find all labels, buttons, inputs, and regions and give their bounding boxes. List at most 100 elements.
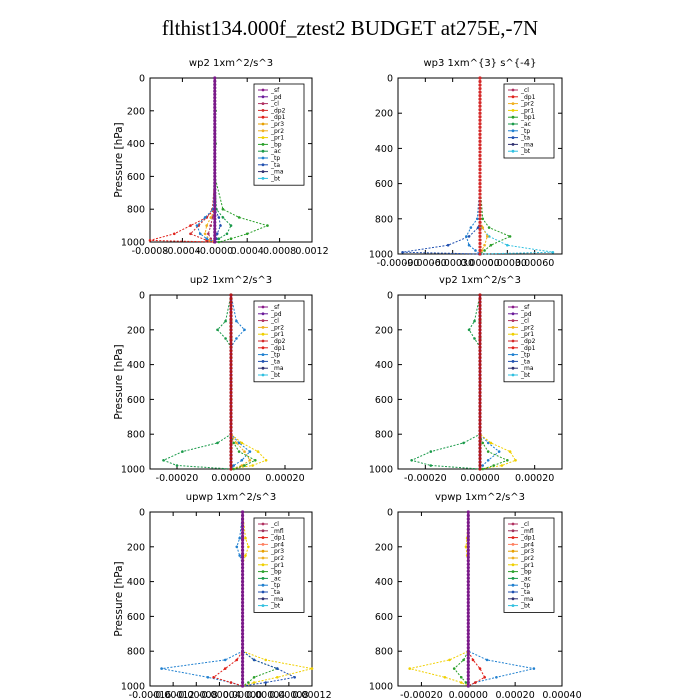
- legend-marker: [511, 339, 515, 343]
- series-point-ac: [216, 328, 219, 332]
- series-point-tp: [198, 232, 202, 236]
- center-marker: [478, 182, 482, 186]
- center-marker: [213, 125, 217, 129]
- legend-marker: [511, 373, 515, 377]
- center-marker: [478, 213, 482, 217]
- series-point-bp: [481, 467, 485, 471]
- legend-entry: _dp1: [270, 114, 286, 121]
- center-marker: [229, 293, 233, 297]
- legend-entry: _pr1: [520, 331, 534, 338]
- legend-marker: [511, 556, 515, 560]
- center-marker: [213, 155, 217, 159]
- legend-entry: _tp: [270, 582, 280, 589]
- center-marker: [240, 614, 245, 619]
- series-point-bp: [237, 450, 241, 453]
- center-marker: [478, 418, 482, 422]
- center-marker: [478, 248, 482, 253]
- center-marker: [213, 122, 217, 126]
- legend-entry: _pr3: [270, 121, 284, 128]
- series-point-tp: [238, 554, 241, 557]
- legend-marker: [511, 143, 515, 146]
- legend-marker: [511, 319, 515, 322]
- center-marker: [466, 649, 470, 653]
- series-point-ta: [217, 216, 221, 219]
- series-point-pr1: [256, 450, 260, 453]
- center-marker: [213, 224, 217, 228]
- center-marker: [213, 204, 217, 208]
- center-marker: [466, 673, 470, 678]
- center-marker: [229, 446, 233, 450]
- center-marker: [478, 317, 482, 321]
- series-line-dp1: [467, 512, 486, 687]
- series-point-tp: [206, 676, 210, 679]
- series-point-tp: [467, 243, 471, 247]
- legend-entry: _pr4: [270, 541, 284, 548]
- legend-entry: _cl: [520, 87, 529, 94]
- center-marker: [466, 677, 470, 681]
- center-marker: [240, 566, 245, 570]
- center-marker: [229, 390, 233, 395]
- legend-marker: [511, 88, 515, 92]
- series-point-tp: [497, 450, 501, 453]
- center-marker: [213, 194, 217, 198]
- center-marker: [229, 425, 233, 429]
- legend-marker: [261, 522, 265, 526]
- legend-entry: _dp2: [270, 338, 286, 345]
- center-marker: [213, 79, 217, 83]
- y-tick-label: 0: [139, 74, 145, 85]
- series-line-ta: [402, 78, 481, 255]
- center-marker: [213, 233, 217, 238]
- series-point-dp1: [478, 667, 482, 670]
- center-marker: [466, 545, 470, 549]
- x-tick-label: 0.00040: [542, 690, 581, 700]
- center-marker: [213, 227, 217, 231]
- center-marker: [478, 164, 482, 168]
- series-point-dp1: [229, 681, 233, 684]
- center-marker: [229, 450, 233, 454]
- center-marker: [213, 168, 217, 172]
- center-marker: [240, 628, 245, 632]
- series-point-pr2: [240, 464, 244, 467]
- center-marker: [466, 510, 470, 514]
- legend-marker: [511, 360, 515, 363]
- legend-marker: [261, 360, 265, 363]
- center-marker: [466, 593, 470, 598]
- series-point-pr2: [485, 235, 489, 238]
- series-point-bp: [243, 464, 246, 467]
- center-marker: [213, 82, 217, 87]
- center-marker: [466, 611, 470, 615]
- legend-marker: [511, 577, 515, 580]
- series-point-dp1: [212, 676, 215, 679]
- center-marker: [466, 586, 470, 591]
- legend-entry: _pd: [520, 311, 532, 318]
- legend-entry: _dp2: [520, 338, 536, 345]
- center-marker: [478, 310, 482, 314]
- center-marker: [229, 394, 233, 398]
- series-point-dp1: [483, 676, 486, 679]
- center-marker: [478, 234, 482, 238]
- center-marker: [478, 118, 482, 122]
- x-tick-label: -0.00060: [404, 258, 447, 269]
- center-marker: [240, 625, 245, 629]
- legend-marker: [261, 149, 265, 153]
- center-marker: [478, 345, 482, 349]
- center-marker: [213, 214, 217, 218]
- legend-marker: [511, 543, 515, 546]
- center-marker: [478, 167, 482, 172]
- series-point-pr1: [275, 676, 279, 679]
- center-marker: [466, 552, 470, 556]
- center-marker: [240, 580, 245, 584]
- center-marker: [240, 524, 245, 528]
- legend-entry: _tp: [520, 582, 530, 589]
- series-point-tp: [195, 224, 199, 227]
- series-point-pr1: [264, 658, 268, 662]
- center-marker: [240, 559, 245, 563]
- center-marker: [213, 119, 217, 123]
- center-marker: [478, 380, 482, 384]
- series-point-bp: [489, 243, 493, 247]
- x-tick-label: -0.00004: [198, 690, 241, 700]
- series-point-tp: [469, 226, 473, 229]
- center-marker: [240, 590, 245, 594]
- y-tick-label: 0: [139, 291, 145, 302]
- series-point-tp: [485, 658, 489, 662]
